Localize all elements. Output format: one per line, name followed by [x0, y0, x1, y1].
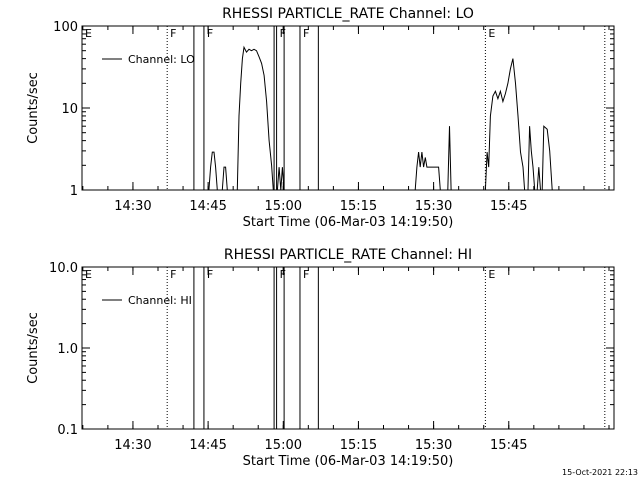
x-tick-label: 15:15 [340, 438, 377, 453]
y-tick-label: 10 [61, 102, 78, 117]
marker-label: E [85, 268, 92, 281]
y-axis-label: Counts/sec [26, 72, 41, 144]
marker-label: F [280, 27, 286, 40]
series-line [208, 151, 218, 191]
y-tick-label: 1 [70, 184, 78, 199]
marker-label: F [303, 268, 309, 281]
marker-label: E [85, 27, 92, 40]
series-line [414, 152, 441, 191]
y-axis-label: Counts/sec [26, 312, 41, 384]
marker-label: F [170, 268, 176, 281]
y-tick-label: 100 [53, 20, 78, 35]
x-tick-label: 15:45 [490, 199, 527, 214]
y-tick-label: 0.1 [57, 423, 78, 438]
x-tick-label: 15:30 [415, 199, 452, 214]
marker-label: E [488, 27, 495, 40]
x-tick-label: 14:45 [189, 199, 226, 214]
chart-title: RHESSI PARTICLE_RATE Channel: HI [224, 247, 472, 263]
series-line [541, 125, 553, 191]
marker-label: F [207, 27, 213, 40]
series-line [527, 126, 536, 191]
x-tick-label: 15:30 [415, 438, 452, 453]
x-axis-label: Start Time (06-Mar-03 14:19:50) [243, 215, 454, 230]
marker-label: E [488, 268, 495, 281]
series-line [221, 166, 228, 191]
x-tick-label: 15:00 [265, 438, 302, 453]
x-axis-label: Start Time (06-Mar-03 14:19:50) [243, 454, 454, 469]
x-tick-label: 15:45 [490, 438, 527, 453]
footer-timestamp: 15-Oct-2021 22:13 [562, 468, 638, 477]
series-line [484, 58, 526, 191]
x-tick-label: 15:15 [340, 199, 377, 214]
series-line [276, 167, 285, 191]
legend-label: Channel: LO [128, 53, 195, 66]
plot-frame [81, 266, 615, 430]
x-tick-label: 14:30 [114, 438, 151, 453]
x-tick-label: 14:45 [189, 438, 226, 453]
series-line [536, 167, 541, 191]
y-tick-label: 10.0 [49, 261, 78, 276]
chart-title: RHESSI PARTICLE_RATE Channel: LO [222, 6, 474, 22]
series-line [447, 126, 452, 191]
marker-label: F [170, 27, 176, 40]
plot-frame [81, 25, 615, 191]
y-tick-label: 1.0 [57, 342, 78, 357]
x-tick-label: 14:30 [114, 199, 151, 214]
legend-label: Channel: HI [128, 294, 192, 307]
x-tick-label: 15:00 [265, 199, 302, 214]
series-line [236, 45, 274, 191]
marker-label: F [280, 268, 286, 281]
marker-label: F [303, 27, 309, 40]
marker-label: F [207, 268, 213, 281]
